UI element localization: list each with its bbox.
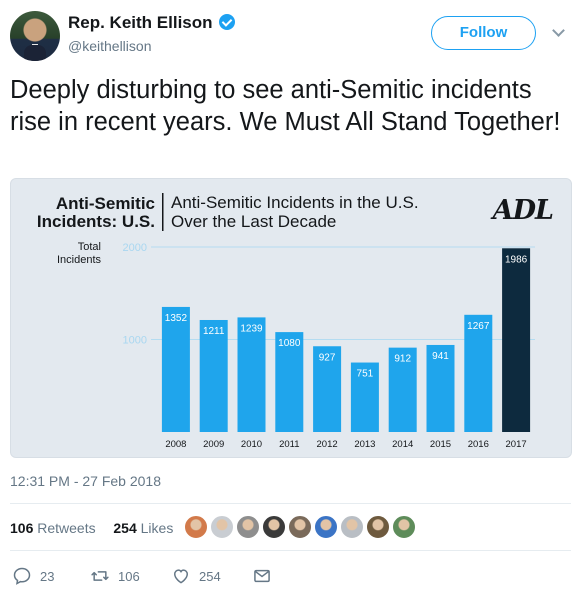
bar-2014 (388, 347, 417, 432)
bar-2012 (313, 346, 342, 432)
bar-value-label: 1986 (505, 254, 528, 265)
x-tick-label: 2017 (506, 439, 527, 450)
like-count: 254 (199, 568, 221, 584)
x-tick-label: 2008 (165, 439, 186, 450)
bar-2011 (275, 332, 304, 432)
liker-avatar[interactable] (184, 515, 208, 539)
reply-button[interactable]: 23 (12, 565, 54, 587)
likes-count[interactable]: 254 (113, 520, 137, 536)
bar-2010 (237, 317, 266, 432)
reply-icon (13, 567, 31, 585)
liker-avatar[interactable] (314, 515, 338, 539)
retweet-button[interactable]: 106 (90, 565, 140, 587)
retweet-count: 106 (118, 568, 140, 584)
liker-avatar[interactable] (288, 515, 312, 539)
reply-count: 23 (40, 568, 55, 584)
user-handle[interactable]: @keithellison (68, 38, 152, 54)
divider-top (10, 503, 571, 504)
x-tick-label: 2013 (354, 439, 375, 450)
chart-title-line2: Over the Last Decade (171, 212, 336, 231)
x-tick-label: 2016 (468, 439, 489, 450)
bar-value-label: 1352 (165, 313, 188, 324)
chart-image[interactable]: Anti-Semitic Incidents: U.S. Anti-Semiti… (10, 178, 572, 458)
chart-badge-line1: Anti-Semitic (56, 194, 155, 213)
profile-avatar[interactable] (10, 11, 60, 61)
liker-avatar[interactable] (210, 515, 234, 539)
bar-2009 (199, 319, 228, 432)
follow-button[interactable]: Follow (431, 16, 536, 50)
heart-icon (173, 569, 189, 584)
liker-avatar[interactable] (340, 515, 364, 539)
bar-value-label: 912 (394, 354, 411, 365)
bar-chart: Anti-Semitic Incidents: U.S. Anti-Semiti… (37, 193, 554, 450)
liker-avatar[interactable] (366, 515, 390, 539)
x-tick-label: 2011 (279, 439, 299, 450)
y-tick-label: 1000 (123, 335, 147, 347)
likes-label[interactable]: Likes (140, 520, 174, 536)
title-divider (162, 193, 164, 231)
bar-2013 (350, 362, 379, 432)
bar-value-label: 927 (319, 352, 336, 363)
divider-bottom (10, 550, 571, 551)
chart-badge-line2: Incidents: U.S. (37, 212, 155, 231)
y-axis-label-line2: Incidents (57, 254, 102, 266)
envelope-icon (254, 569, 270, 583)
engagement-stats: 106 Retweets 254 Likes (10, 520, 173, 536)
x-tick-label: 2009 (203, 439, 224, 450)
bar-2017 (502, 248, 531, 432)
x-tick-label: 2014 (392, 439, 413, 450)
liker-avatar[interactable] (236, 515, 260, 539)
y-tick-label: 2000 (123, 242, 147, 254)
liker-avatar[interactable] (392, 515, 416, 539)
bar-value-label: 941 (432, 351, 449, 362)
tweet-timestamp[interactable]: 12:31 PM - 27 Feb 2018 (10, 473, 161, 489)
tweet-text: Deeply disturbing to see anti-Semitic in… (10, 76, 561, 136)
bar-2015 (426, 344, 455, 432)
x-tick-label: 2015 (430, 439, 451, 450)
bar-2016 (464, 314, 493, 432)
bar-value-label: 1239 (240, 323, 263, 334)
display-name[interactable]: Rep. Keith Ellison (68, 13, 213, 32)
x-tick-label: 2010 (241, 439, 262, 450)
bar-value-label: 1267 (467, 321, 490, 332)
adl-logo: ADL (490, 195, 553, 226)
bar-2008 (161, 306, 190, 432)
x-tick-label: 2012 (317, 439, 338, 450)
bar-value-label: 1080 (278, 338, 301, 349)
liker-avatar[interactable] (262, 515, 286, 539)
verified-badge-icon (219, 14, 235, 30)
bar-value-label: 751 (357, 369, 374, 380)
direct-message-button[interactable] (252, 565, 272, 587)
retweets-count[interactable]: 106 (10, 520, 34, 536)
retweet-icon (91, 571, 109, 581)
chevron-down-icon[interactable] (552, 24, 565, 37)
chart-title-line1: Anti-Semitic Incidents in the U.S. (171, 193, 419, 212)
retweets-label[interactable]: Retweets (37, 520, 96, 536)
like-button[interactable]: 254 (171, 565, 221, 587)
y-axis-label-line1: Total (78, 241, 101, 253)
bar-value-label: 1211 (203, 326, 225, 337)
